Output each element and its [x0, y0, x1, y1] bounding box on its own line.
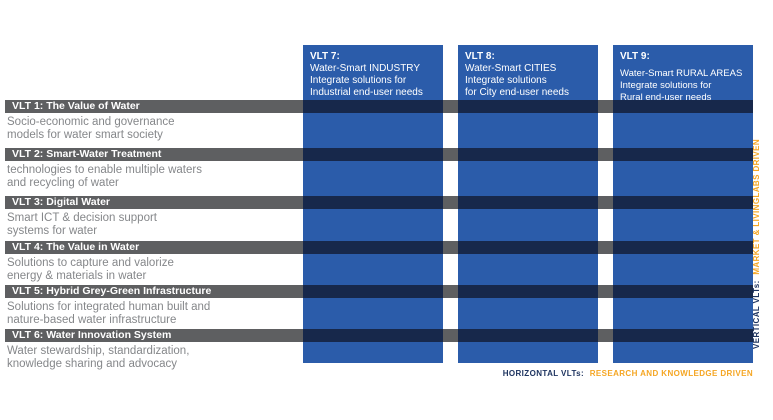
column-line: Rural end-user needs [620, 92, 712, 103]
row-bar-vlt3: VLT 3: Digital Water [5, 196, 753, 209]
description-line: energy & materials in water [7, 270, 147, 282]
row-description-vlt5: Solutions for integrated human built and… [7, 301, 297, 327]
bar-column-intersection [303, 241, 443, 254]
description-line: Smart ICT & decision support [7, 212, 157, 224]
column-text: Water-Smart INDUSTRY Integrate solutions… [310, 63, 437, 99]
row-label: VLT 2: Smart-Water Treatment [12, 148, 162, 160]
bar-column-intersection [458, 196, 598, 209]
bar-column-intersection [613, 241, 753, 254]
column-text: Water-Smart CITIES Integrate solutions f… [465, 63, 592, 99]
description-line: systems for water [7, 225, 98, 237]
column-title: VLT 9: [620, 51, 650, 62]
bar-column-intersection [458, 148, 598, 161]
column-line: for City end-user needs [465, 87, 569, 98]
column-text: Water-Smart RURAL AREAS Integrate soluti… [620, 68, 747, 104]
bar-column-intersection [613, 100, 753, 113]
row-description-vlt4: Solutions to capture and valorize energy… [7, 257, 297, 283]
column-line: Integrate solutions for [620, 80, 712, 91]
row-label: VLT 1: The Value of Water [12, 100, 140, 112]
bar-column-intersection [458, 285, 598, 298]
row-label: VLT 5: Hybrid Grey-Green Infrastructure [12, 285, 212, 297]
bar-column-intersection [458, 100, 598, 113]
column-vlt7-header: VLT 7: Water-Smart INDUSTRY Integrate so… [303, 45, 443, 99]
row-bar-vlt5: VLT 5: Hybrid Grey-Green Infrastructure [5, 285, 753, 298]
vertical-vlts-value: MARKET & LIVINGLABS DRIVEN [752, 138, 761, 275]
horizontal-vlts-value: RESEARCH AND KNOWLEDGE DRIVEN [589, 369, 753, 378]
bar-column-intersection [303, 196, 443, 209]
description-line: Socio-economic and governance [7, 116, 175, 128]
row-description-vlt1: Socio-economic and governance models for… [7, 116, 297, 142]
row-label: VLT 4: The Value in Water [12, 241, 140, 253]
row-description-vlt2: technologies to enable multiple waters a… [7, 164, 297, 190]
bar-column-intersection [303, 329, 443, 342]
column-line: Water-Smart INDUSTRY [310, 63, 421, 74]
column-vlt9-header: VLT 9: Water-Smart RURAL AREAS Integrate… [613, 45, 753, 104]
description-line: nature-based water infrastructure [7, 314, 177, 326]
row-bar-vlt1: VLT 1: The Value of Water [5, 100, 753, 113]
row-bar-vlt6: VLT 6: Water Innovation System [5, 329, 753, 342]
column-vlt8-header: VLT 8: Water-Smart CITIES Integrate solu… [458, 45, 598, 99]
column-line: Industrial end-user needs [310, 87, 423, 98]
description-line: models for water smart society [7, 129, 163, 141]
description-line: Solutions to capture and valorize [7, 257, 174, 269]
column-line: Water-Smart RURAL AREAS [620, 68, 743, 79]
bar-column-intersection [613, 148, 753, 161]
vertical-vlts-caption: VERTICAL VLTs: MARKET & LIVINGLABS DRIVE… [752, 139, 764, 349]
bar-column-intersection [303, 100, 443, 113]
bar-column-intersection [458, 329, 598, 342]
row-label: VLT 6: Water Innovation System [12, 329, 172, 341]
description-line: knowledge sharing and advocacy [7, 358, 178, 370]
row-description-vlt6: Water stewardship, standardization, know… [7, 345, 297, 371]
row-bar-vlt4: VLT 4: The Value in Water [5, 241, 753, 254]
bar-column-intersection [458, 241, 598, 254]
description-line: and recycling of water [7, 177, 119, 189]
column-line: Integrate solutions for [310, 75, 407, 86]
bar-column-intersection [303, 148, 443, 161]
horizontal-vlts-caption: HORIZONTAL VLTs: RESEARCH AND KNOWLEDGE … [503, 369, 753, 378]
horizontal-vlts-label: HORIZONTAL VLTs: [502, 369, 585, 378]
description-line: technologies to enable multiple waters [7, 164, 202, 176]
column-title: VLT 8: [465, 51, 495, 62]
row-label: VLT 3: Digital Water [12, 196, 111, 208]
column-line: Water-Smart CITIES [465, 63, 557, 74]
bar-column-intersection [613, 329, 753, 342]
vertical-vlts-label: VERTICAL VLTs: [752, 280, 761, 349]
bar-column-intersection [303, 285, 443, 298]
column-title: VLT 7: [310, 51, 340, 62]
row-description-vlt3: Smart ICT & decision support systems for… [7, 212, 297, 238]
description-line: Water stewardship, standardization, [7, 345, 190, 357]
bar-column-intersection [613, 285, 753, 298]
row-bar-vlt2: VLT 2: Smart-Water Treatment [5, 148, 753, 161]
column-line: Integrate solutions [465, 75, 547, 86]
bar-column-intersection [613, 196, 753, 209]
description-line: Solutions for integrated human built and [7, 301, 211, 313]
